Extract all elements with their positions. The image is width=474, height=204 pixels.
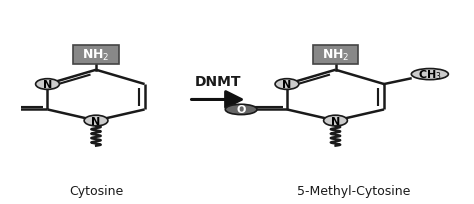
FancyBboxPatch shape bbox=[73, 46, 118, 65]
Text: NH$_2$: NH$_2$ bbox=[82, 48, 109, 63]
Text: N: N bbox=[91, 116, 100, 126]
Text: N: N bbox=[283, 80, 292, 90]
Text: O: O bbox=[0, 105, 6, 115]
Text: O: O bbox=[237, 105, 246, 115]
Text: CH$_3$: CH$_3$ bbox=[418, 68, 442, 82]
Text: N: N bbox=[331, 116, 340, 126]
Circle shape bbox=[275, 79, 299, 90]
Ellipse shape bbox=[0, 105, 18, 115]
FancyBboxPatch shape bbox=[313, 46, 358, 65]
Text: DNMT: DNMT bbox=[195, 75, 241, 89]
Text: Cytosine: Cytosine bbox=[69, 184, 123, 197]
Ellipse shape bbox=[411, 69, 448, 80]
Ellipse shape bbox=[225, 105, 257, 115]
Circle shape bbox=[324, 116, 347, 126]
Circle shape bbox=[84, 116, 108, 126]
Text: NH$_2$: NH$_2$ bbox=[322, 48, 349, 63]
Text: 5-Methyl-Cytosine: 5-Methyl-Cytosine bbox=[297, 184, 410, 197]
Circle shape bbox=[36, 79, 59, 90]
Text: N: N bbox=[43, 80, 52, 90]
